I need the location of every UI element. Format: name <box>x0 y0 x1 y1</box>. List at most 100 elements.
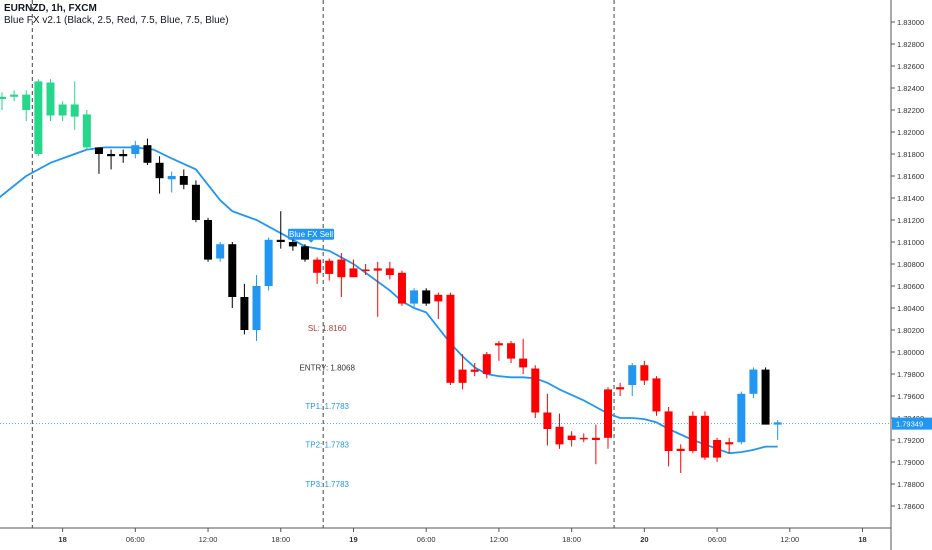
candle-body <box>555 426 564 445</box>
price-tick-label: 1.79800 <box>897 370 924 379</box>
candles-group <box>0 79 782 473</box>
candle-body <box>470 369 479 372</box>
candle-body <box>713 440 722 458</box>
sell-signal-pointer <box>308 239 315 243</box>
moving-average-line <box>0 146 778 455</box>
candle-body <box>204 220 213 260</box>
candle-body <box>143 145 152 163</box>
candle-body <box>119 154 128 157</box>
price-tick-label: 1.83000 <box>897 18 924 27</box>
candle-body <box>543 412 552 429</box>
candle-body <box>216 244 225 259</box>
candle-body <box>591 437 600 440</box>
candle-body <box>179 176 188 185</box>
candle-body <box>519 358 528 368</box>
annotation-tp1: TP1: 1.7783 <box>305 402 349 411</box>
price-tick-label: 1.79000 <box>897 458 924 467</box>
candle-body <box>385 268 394 275</box>
price-tick-label: 1.82400 <box>897 84 924 93</box>
candle-body <box>761 369 770 425</box>
candle-body <box>579 437 588 440</box>
annotation-entry: ENTRY: 1.8068 <box>299 363 355 372</box>
candle-body <box>276 239 285 242</box>
candle-body <box>34 81 43 154</box>
time-axis[interactable]: 18 06:00 12:00 18:00 19 06:00 12:00 18:00 20 06:0… <box>0 527 891 544</box>
candle-body <box>434 294 443 302</box>
candle-body <box>228 244 237 297</box>
candle-body <box>82 114 91 148</box>
candle-body <box>167 176 176 180</box>
price-tick-label: 1.81000 <box>897 238 924 247</box>
price-axis[interactable]: 1.83000 1.82800 1.82600 1.82400 1.82200 1.820… <box>890 0 932 550</box>
candle-body <box>494 343 503 346</box>
candle-body <box>46 82 55 116</box>
candle-body <box>131 145 140 154</box>
candle-body <box>616 387 625 390</box>
chart-symbol-title: EURNZD, 1h, FXCM <box>4 3 97 14</box>
price-tick-label: 1.80800 <box>897 260 924 269</box>
candle-body <box>640 365 649 381</box>
time-tick-label: 18:00 <box>562 535 581 544</box>
current-price-tag <box>892 417 932 430</box>
sell-signal-badge[interactable] <box>288 228 335 240</box>
candle-body <box>749 369 758 394</box>
candle-body <box>301 246 309 260</box>
time-tick-label: 12:00 <box>490 535 509 544</box>
price-tick-label: 1.78800 <box>897 480 924 489</box>
candle-body <box>107 154 116 157</box>
time-tick-label: 19 <box>349 535 357 544</box>
candle-body <box>422 290 431 304</box>
price-tick-label: 1.78600 <box>897 502 924 511</box>
candle-body <box>458 369 467 383</box>
price-tick-label: 1.80600 <box>897 282 924 291</box>
price-tick-label: 1.81200 <box>897 216 924 225</box>
trade-annotations: Blue FX Sell SL: 1.8160 ENTRY: 1.8068 TP1: … <box>288 228 355 489</box>
price-tick-label: 1.82800 <box>897 40 924 49</box>
candle-body <box>628 365 637 385</box>
candle-body <box>264 239 273 286</box>
time-tick-label: 12:00 <box>780 535 799 544</box>
candle-body <box>725 442 734 445</box>
time-tick-label: 18 <box>58 535 66 544</box>
current-price-label: 1.79349 <box>896 420 923 429</box>
time-tick-label: 18:00 <box>271 535 290 544</box>
candle-body <box>700 415 709 458</box>
time-tick-label: 06:00 <box>708 535 727 544</box>
time-tick-label: 06:00 <box>417 535 436 544</box>
price-tick-label: 1.81800 <box>897 150 924 159</box>
price-axis-background <box>891 0 932 550</box>
candle-body <box>288 242 297 247</box>
candle-body <box>325 260 334 274</box>
candle-body <box>688 415 697 451</box>
candle-body <box>482 354 491 374</box>
annotation-tp2: TP2: 1.7783 <box>305 440 349 449</box>
candle-body <box>397 272 406 304</box>
price-tick-label: 1.82600 <box>897 62 924 71</box>
candle-body <box>361 269 370 271</box>
candle-body <box>410 290 419 304</box>
sell-signal-label: Blue FX Sell <box>289 230 333 239</box>
indicator-legend[interactable]: Blue FX v2.1 (Black, 2.5, Red, 7.5, Blue… <box>4 15 229 26</box>
candle-body <box>373 268 382 271</box>
annotation-tp3: TP3: 1.7783 <box>305 480 349 489</box>
candle-body <box>737 393 746 443</box>
time-tick-label: 18 <box>858 535 866 544</box>
candle-body <box>773 422 782 425</box>
price-tick-label: 1.81400 <box>897 194 924 203</box>
candle-body <box>0 96 6 99</box>
candle-body <box>664 411 673 451</box>
moving-average-group <box>0 146 778 455</box>
candle-body <box>155 162 164 179</box>
time-tick-label: 12:00 <box>199 535 218 544</box>
price-tick-label: 1.80400 <box>897 304 924 313</box>
candle-body <box>70 104 79 117</box>
candle-body <box>58 104 67 116</box>
candle-body <box>604 389 612 438</box>
candle-body <box>652 378 661 412</box>
candle-body <box>22 94 31 110</box>
price-tick-label: 1.79600 <box>897 392 924 401</box>
time-tick-label: 06:00 <box>126 535 145 544</box>
candle-body <box>313 259 322 273</box>
time-tick-label: 20 <box>640 535 648 544</box>
